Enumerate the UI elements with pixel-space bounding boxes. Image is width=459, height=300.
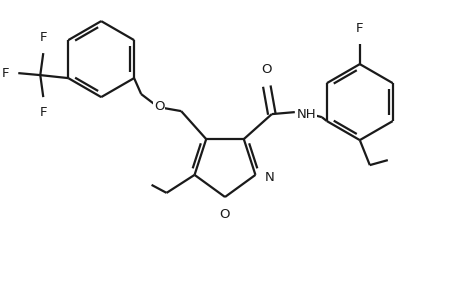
Text: F: F xyxy=(355,22,363,35)
Text: O: O xyxy=(219,208,230,221)
Text: O: O xyxy=(154,100,164,112)
Text: F: F xyxy=(39,31,47,44)
Text: F: F xyxy=(2,67,9,80)
Text: F: F xyxy=(39,106,47,119)
Text: N: N xyxy=(264,171,274,184)
Text: O: O xyxy=(261,63,271,76)
Text: NH: NH xyxy=(297,108,316,121)
